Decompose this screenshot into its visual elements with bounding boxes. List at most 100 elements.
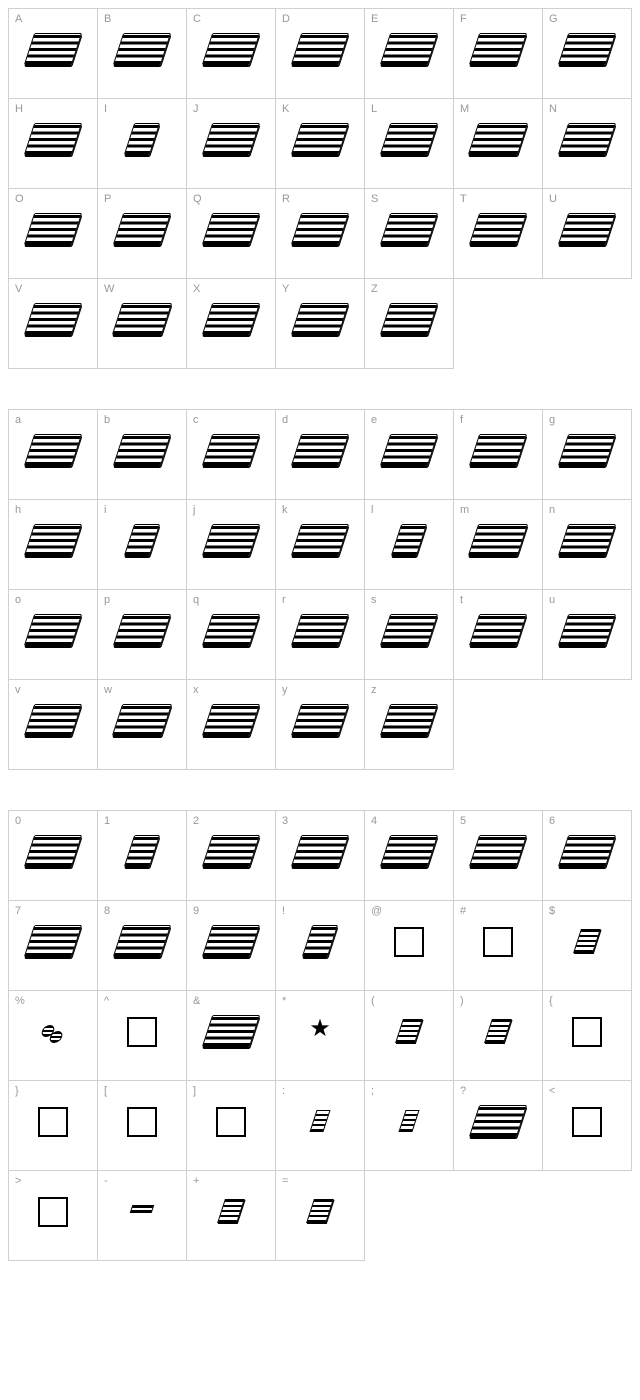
glyph-wrapper: [556, 833, 618, 869]
char-label: J: [193, 103, 199, 115]
char-label: X: [193, 283, 200, 295]
char-cell: G: [543, 9, 632, 99]
char-cell: H: [9, 99, 98, 189]
glyph-wrapper: [22, 522, 84, 558]
char-cell: $: [543, 901, 632, 991]
glyph-striped: [302, 925, 338, 957]
glyph-striped: [202, 303, 260, 335]
char-cell: c: [187, 410, 276, 500]
char-cell: !: [276, 901, 365, 991]
glyph-small: [395, 1019, 423, 1043]
char-label: q: [193, 594, 199, 606]
glyph-wrapper: [378, 211, 440, 247]
char-cell: s: [365, 590, 454, 680]
char-label: T: [460, 193, 467, 205]
glyph-striped: [380, 835, 438, 867]
glyph-striped: [469, 835, 527, 867]
glyph-wrapper: [467, 833, 529, 869]
glyph-box: [394, 927, 424, 957]
char-row: }[]:;?<: [9, 1081, 632, 1171]
char-cell: l: [365, 500, 454, 590]
glyph-striped: [24, 213, 82, 245]
glyph-wrapper: [543, 1017, 631, 1047]
glyph-star: ★: [309, 1017, 331, 1041]
char-label: W: [104, 283, 114, 295]
glyph-wrapper: [378, 833, 440, 869]
char-row: abcdefg: [9, 410, 632, 500]
char-row: %^&*★(){: [9, 991, 632, 1081]
char-label: Z: [371, 283, 378, 295]
glyph-wrapper: [556, 31, 618, 67]
char-cell: A: [9, 9, 98, 99]
glyph-wrapper: [378, 522, 440, 558]
glyph-wrapper: [289, 1193, 351, 1229]
glyph-wrapper: ★: [276, 1017, 364, 1041]
char-label: I: [104, 103, 107, 115]
glyph-wrapper: [289, 833, 351, 869]
glyph-wrapper: [467, 612, 529, 648]
char-label: S: [371, 193, 378, 205]
char-label: 1: [104, 815, 110, 827]
glyph-striped: [468, 524, 528, 556]
glyph-striped: [113, 33, 171, 65]
glyph-striped: [202, 925, 260, 957]
glyph-box: [572, 1017, 602, 1047]
glyph-striped: [380, 614, 438, 646]
glyph-wrapper: [289, 1103, 351, 1139]
glyph-box: [483, 927, 513, 957]
glyph-wrapper: [289, 702, 351, 738]
glyph-wrapper: [289, 211, 351, 247]
char-cell: *★: [276, 991, 365, 1081]
char-cell: 2: [187, 811, 276, 901]
glyph-wrapper: [22, 923, 84, 959]
glyph-wrapper: [556, 923, 618, 959]
char-label: #: [460, 905, 466, 917]
char-label: F: [460, 13, 467, 25]
glyph-wrapper: [22, 301, 84, 337]
char-cell: k: [276, 500, 365, 590]
char-cell: d: [276, 410, 365, 500]
char-cell: &: [187, 991, 276, 1081]
glyph-striped: [24, 123, 82, 155]
char-cell: R: [276, 189, 365, 279]
char-label: }: [15, 1085, 19, 1097]
glyph-wrapper: [200, 522, 262, 558]
empty-cell: [543, 279, 632, 369]
glyph-wrapper: [556, 432, 618, 468]
char-label: t: [460, 594, 463, 606]
char-label: A: [15, 13, 22, 25]
char-label: O: [15, 193, 24, 205]
char-label: ?: [460, 1085, 466, 1097]
char-label: n: [549, 504, 555, 516]
empty-cell: [543, 1171, 632, 1261]
glyph-wrapper: [365, 927, 453, 957]
glyph-striped: [380, 434, 438, 466]
glyph-striped: [380, 33, 438, 65]
glyph-striped: [380, 704, 438, 736]
char-label: D: [282, 13, 290, 25]
character-map-root: ABCDEFGHIJKLMNOPQRSTUVWXYZabcdefghijklmn…: [8, 8, 632, 1261]
char-label: =: [282, 1175, 288, 1187]
char-row: 0123456: [9, 811, 632, 901]
char-cell: o: [9, 590, 98, 680]
glyph-wrapper: [9, 1107, 97, 1137]
char-cell: +: [187, 1171, 276, 1261]
glyph-striped: [124, 123, 160, 155]
char-cell: t: [454, 590, 543, 680]
char-label: z: [371, 684, 377, 696]
glyph-wrapper: [200, 121, 262, 157]
glyph-striped: [113, 925, 171, 957]
char-cell: N: [543, 99, 632, 189]
glyph-striped: [202, 434, 260, 466]
char-cell: [: [98, 1081, 187, 1171]
char-label: %: [15, 995, 25, 1007]
glyph-box: [38, 1107, 68, 1137]
glyph-small: [484, 1019, 512, 1043]
glyph-box: [127, 1107, 157, 1137]
char-label: r: [282, 594, 286, 606]
glyph-striped: [558, 33, 616, 65]
glyph-striped: [558, 614, 616, 646]
char-cell: 7: [9, 901, 98, 991]
char-cell: 0: [9, 811, 98, 901]
glyph-small: [217, 1199, 245, 1223]
